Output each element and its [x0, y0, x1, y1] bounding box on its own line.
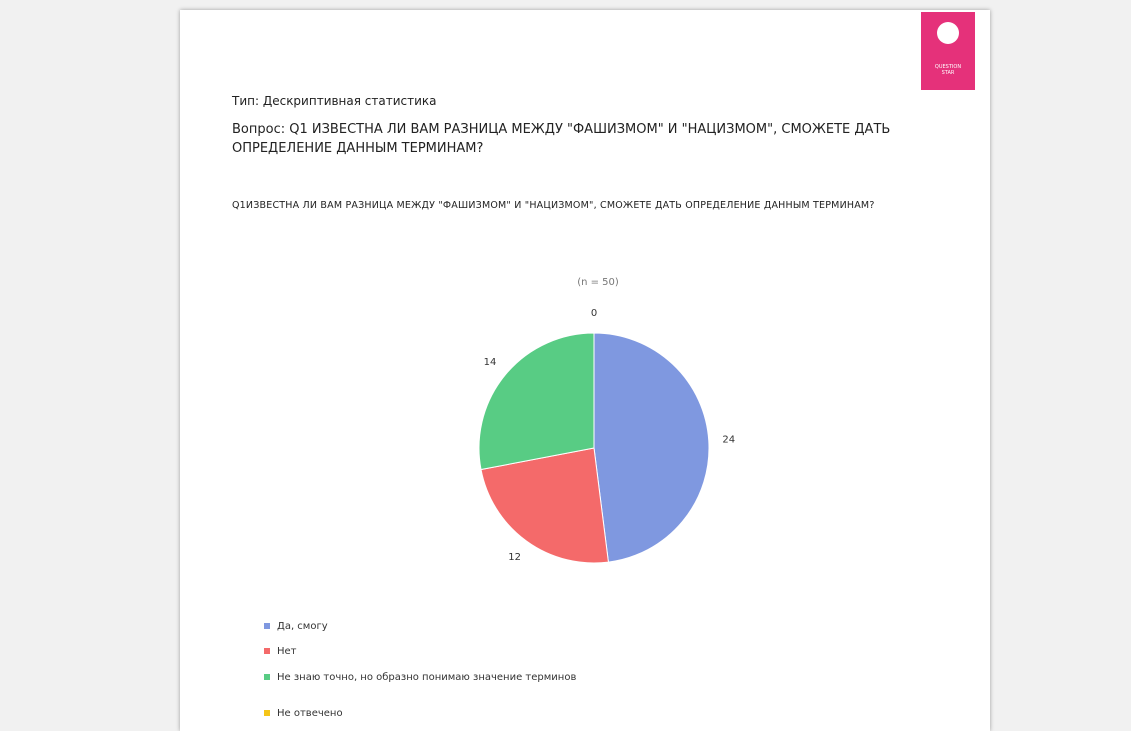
chart-title: Q1ИЗВЕСТНА ЛИ ВАМ РАЗНИЦА МЕЖДУ "ФАШИЗМО… — [232, 200, 875, 211]
data-label: 14 — [484, 357, 497, 368]
legend-label: Нет — [277, 646, 297, 657]
logo: QUESTION STAR — [921, 12, 975, 90]
pie-slice — [593, 332, 710, 563]
chart-subtitle: (n = 50) — [577, 277, 619, 288]
legend-swatch — [264, 674, 270, 680]
legend-swatch — [264, 648, 270, 654]
pie-slice — [478, 332, 595, 471]
data-label: 12 — [508, 552, 521, 563]
legend-swatch — [264, 710, 270, 716]
type-line: Тип: Дескриптивная статистика — [232, 94, 437, 108]
data-label: 0 — [591, 308, 597, 319]
pie-slice — [480, 447, 609, 564]
data-label: 24 — [722, 435, 735, 446]
logo-text: QUESTION STAR — [934, 64, 962, 76]
document-page: QUESTION STAR Тип: Дескриптивная статист… — [180, 10, 990, 731]
question: Вопрос: Q1 ИЗВЕСТНА ЛИ ВАМ РАЗНИЦА МЕЖДУ… — [232, 122, 891, 156]
legend-swatch — [264, 623, 270, 629]
legend-label: Не отвечено — [277, 708, 343, 719]
legend-label: Да, смогу — [277, 621, 328, 632]
legend-label: Не знаю точно, но образно понимаю значен… — [277, 672, 576, 683]
chart: (n = 50) 24 12 14 0 Да, смогу Нет Не знаю точн… — [264, 277, 735, 719]
